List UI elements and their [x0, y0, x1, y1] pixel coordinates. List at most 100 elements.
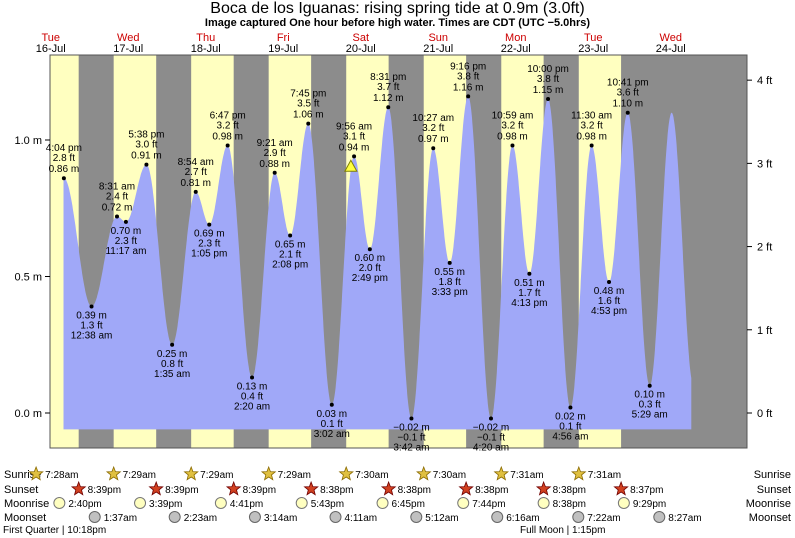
- low-tide-time: 4:53 pm: [591, 306, 627, 317]
- moonrise-time: 8:38pm: [553, 499, 586, 510]
- moonrise-icon: [457, 497, 470, 509]
- high-tide-m: 0.81 m: [180, 178, 211, 189]
- low-tide-time: 3:33 pm: [432, 287, 468, 298]
- day-date: 16-Jul: [36, 43, 66, 55]
- tide-point: [61, 176, 66, 181]
- low-tide-m: 0.51 m: [514, 278, 545, 289]
- tide-point: [409, 416, 414, 421]
- day-date: 23-Jul: [578, 43, 608, 55]
- sunset-time: 8:39pm: [165, 485, 198, 496]
- low-tide-ft: 0.3 ft: [639, 400, 661, 411]
- tide-point: [546, 97, 551, 102]
- sunrise-icon: [260, 465, 277, 481]
- tide-point: [647, 383, 652, 388]
- low-tide-time: 2:49 pm: [352, 273, 388, 284]
- y-tick-label-ft: 4 ft: [757, 75, 772, 87]
- high-tide-m: 0.98 m: [497, 131, 528, 142]
- low-tide-ft: 0.8 ft: [161, 359, 183, 370]
- high-tide-m: 0.72 m: [102, 202, 133, 213]
- moonset-time: 8:27am: [668, 513, 701, 524]
- day-name: Thu: [196, 32, 215, 44]
- moonset-time: 4:11am: [345, 513, 378, 524]
- low-tide-m: 0.02 m: [555, 412, 586, 423]
- high-tide-ft: 3.8 ft: [537, 74, 559, 85]
- high-tide-ft: 3.0 ft: [135, 140, 157, 151]
- high-tide-ft: 3.7 ft: [377, 82, 399, 93]
- low-tide-time: 4:56 am: [552, 432, 588, 443]
- sunrise-time: 7:31am: [510, 470, 543, 481]
- y-tick-label-ft: 3 ft: [757, 158, 772, 170]
- sunrise-time: 7:29am: [278, 470, 311, 481]
- low-tide-ft: −0.1 ft: [477, 432, 505, 443]
- sunset-icon: [535, 480, 552, 496]
- sunset-icon: [303, 480, 319, 496]
- low-tide-m: 0.48 m: [594, 286, 625, 297]
- high-tide-time: 10:00 pm: [527, 64, 569, 75]
- low-tide-time: 2:08 pm: [272, 260, 308, 271]
- tide-point: [272, 170, 277, 175]
- high-tide-time: 8:31 pm: [370, 72, 406, 83]
- low-tide-m: 0.65 m: [275, 240, 306, 251]
- sunrise-time: 7:30am: [355, 470, 388, 481]
- moonrise-icon: [134, 497, 147, 509]
- moonrise-icon: [214, 497, 227, 509]
- low-tide-m: 0.10 m: [634, 390, 665, 401]
- low-tide-ft: 2.0 ft: [359, 263, 381, 274]
- high-tide-time: 6:47 pm: [210, 110, 246, 121]
- moonrise-time: 5:43pm: [311, 499, 344, 510]
- low-tide-ft: 1.6 ft: [598, 296, 620, 307]
- sunrise-icon: [183, 465, 199, 481]
- day-date: 21-Jul: [423, 43, 453, 55]
- tide-point: [607, 279, 612, 284]
- sunset-time: 8:38pm: [475, 485, 508, 496]
- low-tide-ft: 0.1 ft: [321, 419, 343, 430]
- high-tide-time: 9:56 am: [336, 121, 372, 132]
- tide-area: [63, 96, 692, 430]
- moonset-time: 1:37am: [104, 513, 137, 524]
- sunset-icon: [380, 480, 397, 496]
- low-tide-time: 4:13 pm: [511, 298, 547, 309]
- moonset-icon: [168, 511, 181, 523]
- sunrise-icon: [28, 465, 44, 481]
- sunrise-time: 7:31am: [588, 470, 621, 481]
- tide-point: [367, 247, 372, 252]
- low-tide-time: 3:42 am: [393, 442, 429, 453]
- sunset-icon: [225, 480, 242, 496]
- moonset-icon: [491, 511, 504, 523]
- day-name: Sat: [352, 32, 369, 44]
- tide-point: [447, 260, 452, 265]
- high-tide-ft: 3.8 ft: [457, 71, 479, 82]
- moonset-icon: [329, 511, 342, 523]
- moon-phase-full-moon: Full Moon | 1:15pm: [520, 525, 605, 536]
- low-tide-ft: 2.3 ft: [198, 239, 220, 250]
- sunset-time: 8:39pm: [243, 485, 276, 496]
- low-tide-m: 0.69 m: [194, 229, 225, 240]
- day-name: Sun: [428, 32, 448, 44]
- tide-point: [488, 416, 493, 421]
- moonrise-icon: [537, 497, 550, 509]
- high-tide-time: 10:59 am: [492, 110, 534, 121]
- moonrise-time: 2:40pm: [68, 499, 101, 510]
- high-tide-m: 0.97 m: [418, 134, 449, 145]
- tide-point: [288, 233, 293, 238]
- high-tide-ft: 3.2 ft: [501, 120, 523, 131]
- day-date: 20-Jul: [346, 43, 376, 55]
- low-tide-time: 3:02 am: [314, 429, 350, 440]
- sunset-icon: [613, 480, 629, 496]
- low-tide-ft: 1.7 ft: [518, 288, 540, 299]
- tide-point: [207, 222, 212, 227]
- sunset-time: 8:38pm: [320, 485, 353, 496]
- moonset-row-label-left: Moonset: [4, 512, 46, 524]
- high-tide-time: 10:41 pm: [607, 78, 649, 89]
- day-date: 18-Jul: [191, 43, 221, 55]
- day-name: Tue: [41, 32, 60, 44]
- sunset-row-label-left: Sunset: [4, 484, 38, 496]
- y-tick-label-ft: 1 ft: [757, 325, 772, 337]
- tide-point: [115, 214, 120, 219]
- day-date: 19-Jul: [268, 43, 298, 55]
- high-tide-ft: 3.2 ft: [581, 120, 603, 131]
- moonset-time: 2:23am: [184, 513, 217, 524]
- moonset-icon: [88, 511, 101, 523]
- tide-point: [170, 342, 175, 347]
